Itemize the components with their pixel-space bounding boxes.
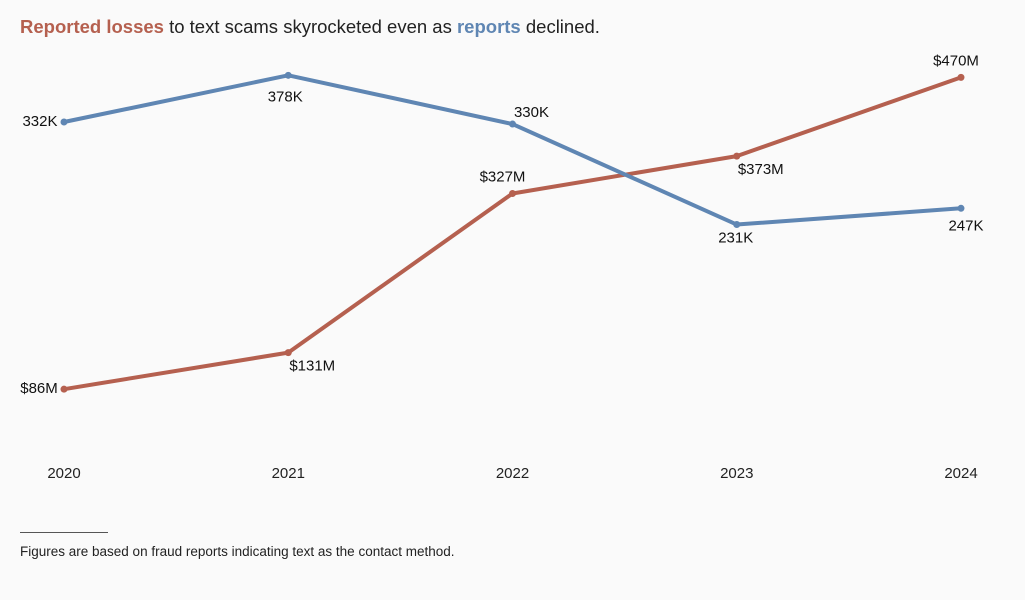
x-tick-label: 2023 xyxy=(720,465,753,482)
data-point xyxy=(284,349,292,357)
data-label: $373M xyxy=(738,161,784,178)
series-line xyxy=(63,73,962,227)
data-label: 247K xyxy=(948,217,983,234)
title-series-name: reports xyxy=(456,16,521,37)
data-point xyxy=(957,73,965,81)
data-point xyxy=(733,221,741,229)
title-text: declined. xyxy=(520,16,600,37)
x-tick-label: 2021 xyxy=(272,465,305,482)
data-point xyxy=(509,189,516,197)
data-label: $131M xyxy=(289,358,335,375)
data-point xyxy=(60,385,68,393)
footnote: Figures are based on fraud reports indic… xyxy=(20,544,455,559)
data-point xyxy=(60,118,68,126)
data-label: 332K xyxy=(22,113,57,130)
data-label: 231K xyxy=(718,230,753,247)
footnote-rule xyxy=(20,532,108,533)
data-label: 330K xyxy=(514,104,549,121)
data-label: $327M xyxy=(480,168,526,185)
x-tick-label: 2024 xyxy=(944,465,977,482)
chart-title: Reported losses to text scams skyrockete… xyxy=(20,16,600,38)
title-text: to text scams skyrocketed even as xyxy=(163,16,457,37)
x-tick-label: 2022 xyxy=(496,465,529,482)
x-tick-label: 2020 xyxy=(47,465,80,482)
title-series-name: Reported losses xyxy=(20,16,164,37)
data-point xyxy=(733,152,741,160)
data-label: 378K xyxy=(268,88,303,105)
data-label: $470M xyxy=(933,52,979,69)
data-point xyxy=(284,71,292,79)
data-label: $86M xyxy=(20,380,58,397)
data-point xyxy=(509,120,516,128)
data-point xyxy=(957,204,965,212)
